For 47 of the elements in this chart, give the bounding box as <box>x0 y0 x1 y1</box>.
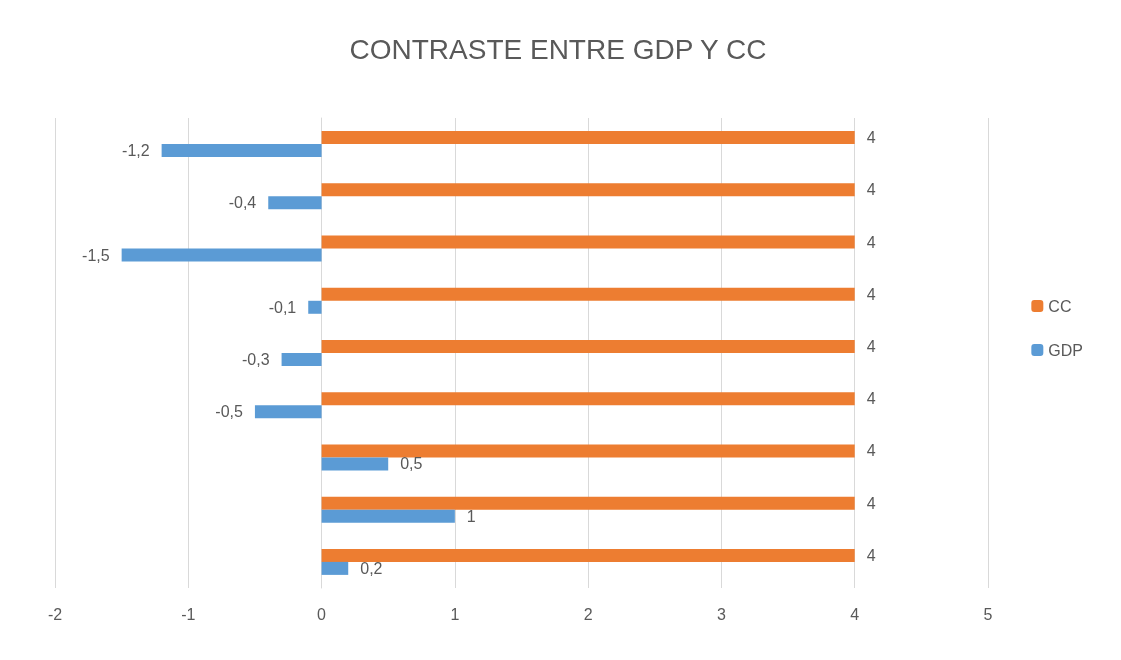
bar <box>321 340 855 353</box>
data-label: -0,5 <box>215 403 244 421</box>
data-label: 4 <box>866 494 876 512</box>
data-label: 0,2 <box>360 559 383 577</box>
data-label: 4 <box>866 338 876 355</box>
legend-label: CC <box>1048 297 1072 315</box>
data-label: 4 <box>866 546 876 564</box>
data-label: -0,1 <box>268 298 297 316</box>
data-label: -1,2 <box>122 142 150 160</box>
bar <box>308 300 322 314</box>
bar <box>281 353 322 366</box>
bar <box>121 248 322 262</box>
x-tick-label: -2 <box>47 605 63 623</box>
bar <box>321 183 855 197</box>
bar <box>321 457 389 471</box>
x-tick-label: 1 <box>450 605 460 623</box>
bar <box>321 561 349 575</box>
data-label: 1 <box>466 507 476 525</box>
bar <box>321 131 855 145</box>
data-label: -0,4 <box>228 194 257 212</box>
legend-label: GDP <box>1048 341 1083 359</box>
data-label: 4 <box>866 129 876 147</box>
x-tick-label: 5 <box>983 605 993 623</box>
x-tick-label: 4 <box>850 605 860 623</box>
data-label: 4 <box>866 390 876 408</box>
data-label: -1,5 <box>82 246 110 264</box>
bar <box>321 235 855 249</box>
bar <box>321 548 855 562</box>
bar <box>254 405 322 419</box>
data-label: 4 <box>866 285 876 303</box>
bar <box>321 509 455 523</box>
data-label: 4 <box>866 442 876 460</box>
data-label: 4 <box>866 233 876 251</box>
bar <box>321 444 855 458</box>
chart-title: CONTRASTE ENTRE GDP Y CC <box>349 33 767 65</box>
data-label: 4 <box>866 181 876 199</box>
x-tick-label: 0 <box>317 605 327 623</box>
x-tick-label: 2 <box>583 605 593 623</box>
x-tick-label: 3 <box>716 605 726 623</box>
bar <box>268 196 322 210</box>
data-label: 0,5 <box>400 455 423 473</box>
data-label: -0,3 <box>242 351 270 368</box>
bar <box>321 392 855 406</box>
bar <box>321 287 855 301</box>
bar <box>321 496 855 510</box>
x-tick-label: -1 <box>181 605 196 623</box>
bar <box>161 144 322 158</box>
